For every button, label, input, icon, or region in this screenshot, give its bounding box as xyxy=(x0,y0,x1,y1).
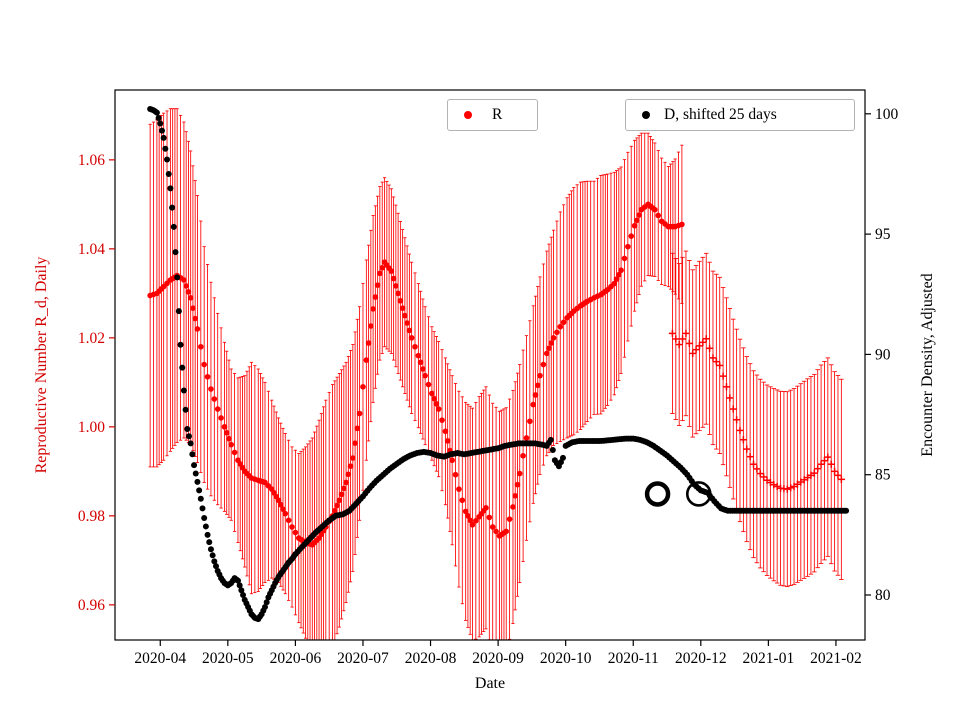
plot-area xyxy=(147,106,850,640)
right-axis-ticks: 80 85 90 95 100 xyxy=(865,106,899,604)
left-axis-ticks: 0.96 0.98 1.00 1.02 1.04 1.06 xyxy=(78,152,115,614)
svg-text:1.02: 1.02 xyxy=(78,330,105,347)
left-axis-title: Reproductive Number R_d, Daily xyxy=(33,256,50,474)
svg-text:0.96: 0.96 xyxy=(78,597,105,614)
plot-frame xyxy=(114,89,866,641)
svg-text:2021-01: 2021-01 xyxy=(743,650,795,667)
legend-r: R xyxy=(447,99,538,131)
svg-text:90: 90 xyxy=(875,346,891,363)
svg-text:85: 85 xyxy=(875,467,891,484)
legend-d-dot-icon xyxy=(642,111,650,119)
svg-text:80: 80 xyxy=(875,587,891,604)
series-r-late xyxy=(668,250,845,588)
svg-text:2020-10: 2020-10 xyxy=(540,650,592,667)
x-axis-ticks: 2020-04 2020-05 2020-06 2020-07 2020-08 2020-… xyxy=(134,640,862,667)
svg-text:2020-05: 2020-05 xyxy=(202,650,254,667)
svg-text:1.04: 1.04 xyxy=(78,241,105,258)
svg-text:2020-12: 2020-12 xyxy=(675,650,727,667)
big-circle-marker-2 xyxy=(685,481,712,507)
big-circle-marker-1 xyxy=(644,481,671,507)
svg-text:95: 95 xyxy=(875,226,891,243)
svg-text:2020-07: 2020-07 xyxy=(337,650,389,667)
svg-text:0.98: 0.98 xyxy=(78,508,105,525)
svg-text:2020-11: 2020-11 xyxy=(608,650,659,667)
legend-r-dot-icon xyxy=(464,111,472,119)
svg-text:100: 100 xyxy=(875,106,899,123)
svg-text:2020-08: 2020-08 xyxy=(405,650,457,667)
svg-text:1.06: 1.06 xyxy=(78,152,105,169)
legend-r-label: R xyxy=(492,106,503,123)
svg-text:2020-06: 2020-06 xyxy=(270,650,322,667)
svg-text:1.00: 1.00 xyxy=(78,419,105,436)
legend-d-label: D, shifted 25 days xyxy=(664,106,777,123)
series-d xyxy=(147,106,850,623)
svg-text:2021-02: 2021-02 xyxy=(810,650,862,667)
legend-d: D, shifted 25 days xyxy=(625,99,855,131)
series-r xyxy=(147,108,685,640)
x-axis-title: Date xyxy=(474,675,506,692)
svg-text:2020-09: 2020-09 xyxy=(472,650,524,667)
right-axis-title: Encounter Density, Adjusted xyxy=(919,273,936,457)
svg-text:2020-04: 2020-04 xyxy=(134,650,186,667)
